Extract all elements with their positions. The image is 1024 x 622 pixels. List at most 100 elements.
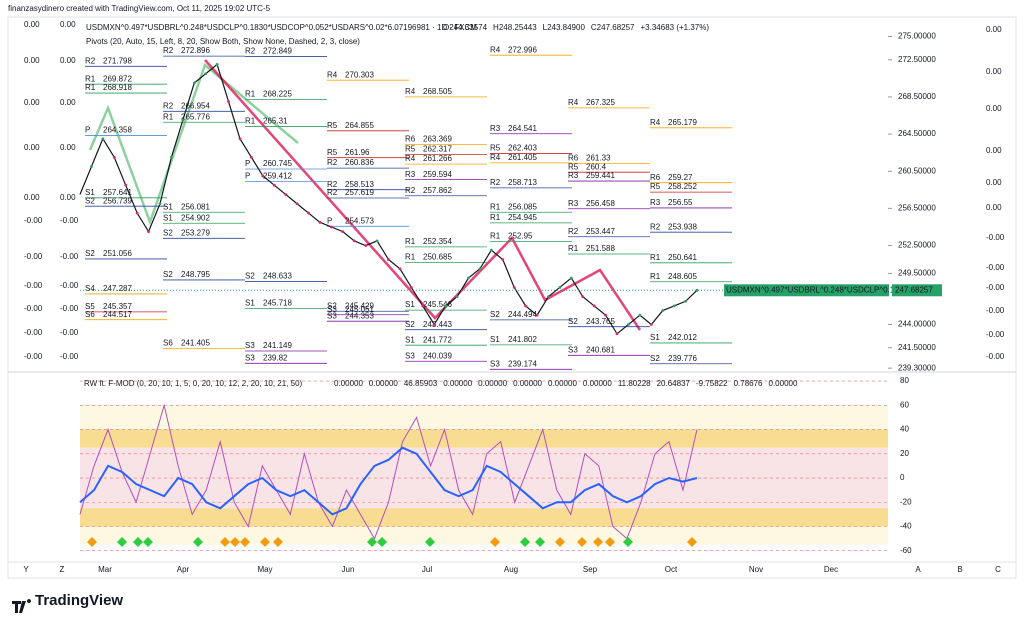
indicator-line <box>79 446 698 516</box>
pivot-value: 268.918 <box>103 83 132 92</box>
overlay-label: 0.00 <box>24 143 40 152</box>
pivot-name: R1 <box>405 237 416 246</box>
price-point <box>318 220 322 224</box>
pivot-name: R4 <box>568 98 579 107</box>
price-point <box>387 258 390 261</box>
price-point <box>329 225 333 229</box>
price-point <box>227 100 230 103</box>
price-point <box>124 183 128 187</box>
readout: 0.00000 <box>583 379 612 388</box>
pivot-value: 270.303 <box>345 70 374 79</box>
pivot-value: 258.513 <box>345 180 374 189</box>
pivot-name: S6 <box>163 339 173 348</box>
y-tick-label: 40 <box>900 425 909 434</box>
pivot-value: 241.405 <box>181 339 210 348</box>
axis-button[interactable]: A <box>915 565 921 574</box>
pivot-name: S1 <box>405 300 415 309</box>
overlay-label: 0.00 <box>60 98 76 107</box>
overlay-label: 0.00 <box>986 146 1002 155</box>
axis-button[interactable]: B <box>957 565 962 574</box>
pivot-value: 258.713 <box>508 178 537 187</box>
pivot-value: 254.945 <box>508 213 537 222</box>
signal <box>87 537 97 547</box>
pivot-value: 265.179 <box>668 118 697 127</box>
axis-button[interactable]: C <box>995 565 1001 574</box>
axis-button[interactable]: Z <box>60 565 65 574</box>
pivot-name: S1 <box>245 299 255 308</box>
pivot-value: 252.95 <box>508 231 533 240</box>
price-point <box>684 299 687 303</box>
pivot-value: 265.776 <box>181 112 210 121</box>
readout: 0.00000 <box>548 379 577 388</box>
price-point <box>101 137 105 141</box>
overlay-label: -0.00 <box>24 216 43 225</box>
signal <box>143 537 153 547</box>
ohlc-value: +3.34683 (+1.37%) <box>641 23 710 32</box>
overlay-label: 0.00 <box>986 67 1002 76</box>
y-tick-label: 260.50000 <box>898 166 936 175</box>
axis-button[interactable]: Y <box>23 565 29 574</box>
pivot-value: 239.82 <box>263 353 288 362</box>
price-point <box>375 239 379 243</box>
overlay-label: -0.00 <box>24 281 43 290</box>
pivot-value: 244.353 <box>345 311 374 320</box>
zone <box>80 429 888 448</box>
pivot-name: P <box>245 159 250 168</box>
pivot-name: R5 <box>405 144 416 153</box>
pivot-name: S1 <box>163 202 173 211</box>
pivot-value: 245.357 <box>103 302 132 311</box>
price-point <box>627 323 630 326</box>
pivot-name: R5 <box>327 148 338 157</box>
pivot-value: 239.776 <box>668 354 697 363</box>
overlay-label: 0.00 <box>24 56 40 65</box>
price-point <box>147 230 150 234</box>
price-point <box>135 211 139 215</box>
readout: 0.78676 <box>734 379 763 388</box>
pivot-name: R1 <box>245 117 256 126</box>
overlay-label: 0.00 <box>986 104 1002 113</box>
price-point <box>695 288 699 292</box>
ohlc-value: C247.68257 <box>591 23 635 32</box>
pivot-value: 257.641 <box>103 188 132 197</box>
y-tick-label: 268.50000 <box>898 92 936 101</box>
price-point <box>341 230 345 234</box>
pivot-name: R2 <box>163 46 174 55</box>
price-point <box>501 258 505 261</box>
y-tick-label: 0 <box>900 473 905 482</box>
pivot-name: S3 <box>245 353 255 362</box>
price-point <box>112 155 116 159</box>
price-point <box>272 183 276 187</box>
pivot-name: R5 <box>490 144 501 153</box>
signal <box>687 537 697 547</box>
signal <box>577 537 587 547</box>
logo: TradingView <box>35 592 123 609</box>
price-point <box>524 304 528 308</box>
overlay-label: 0.00 <box>60 20 76 29</box>
pivot-value: 260.4 <box>586 162 607 171</box>
signal <box>425 537 435 547</box>
pivot-value: 248.795 <box>181 270 210 279</box>
y-tick-label: 264.50000 <box>898 129 936 138</box>
pivot-name: S6 <box>85 310 95 319</box>
pivot-name: R4 <box>405 87 416 96</box>
pivot-name: S2 <box>490 310 500 319</box>
price-point <box>489 248 493 252</box>
pivot-value: 271.798 <box>103 56 132 65</box>
y-tick-label: 249.50000 <box>898 269 936 278</box>
pivot-name: R1 <box>405 253 416 262</box>
overlay-label: 0.00 <box>24 193 40 202</box>
readout: 0.00000 <box>369 379 398 388</box>
overlay-label: -0.00 <box>60 328 79 337</box>
pivot-name: R2 <box>405 186 416 195</box>
signal <box>193 537 203 547</box>
pivot-value: 240.681 <box>586 345 615 354</box>
ohlc-value: L243.84900 <box>543 23 586 32</box>
y-tick-label: 20 <box>900 449 909 458</box>
ohlc-value: O244.33574 <box>443 23 488 32</box>
x-tick-label: Sep <box>583 565 598 574</box>
pivot-value: 258.252 <box>668 182 697 191</box>
signal <box>377 537 387 547</box>
pivot-value: 254.902 <box>181 213 210 222</box>
